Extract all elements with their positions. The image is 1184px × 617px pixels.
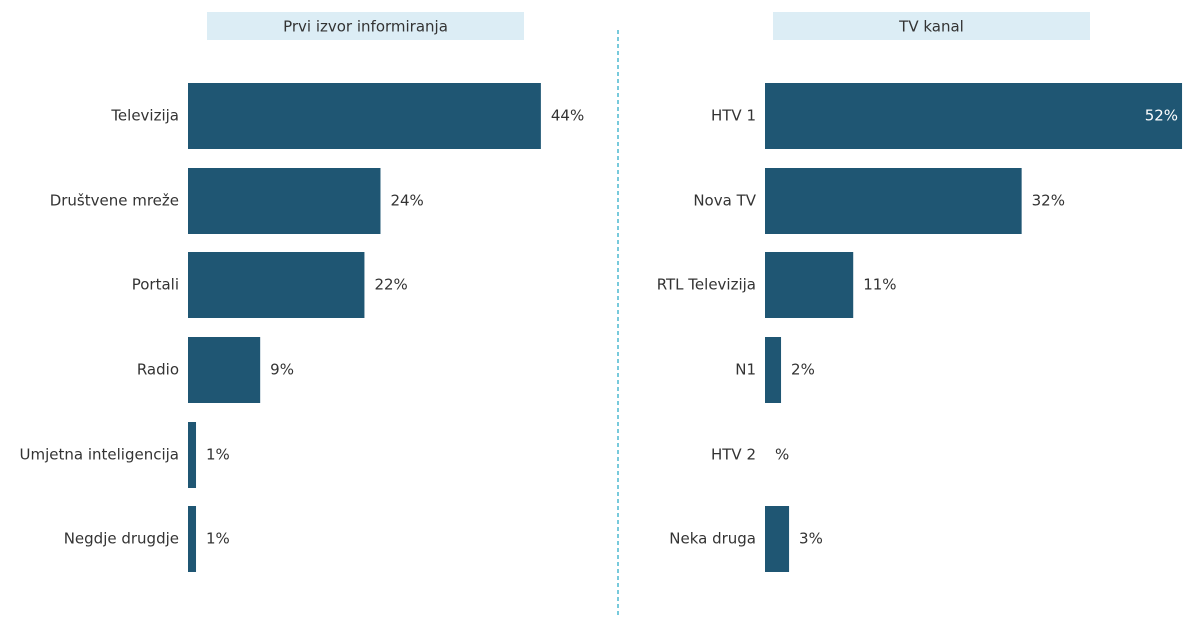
value-label: 32% — [1032, 192, 1065, 210]
category-label: Televizija — [110, 107, 179, 125]
bar — [188, 506, 197, 572]
value-label: 22% — [374, 276, 407, 294]
bar — [188, 83, 541, 149]
chart-title: TV kanal — [898, 18, 964, 36]
value-label: 3% — [799, 530, 823, 548]
value-label: 11% — [863, 276, 896, 294]
category-label: Umjetna inteligencija — [20, 446, 180, 464]
category-label: HTV 1 — [711, 107, 756, 125]
value-label: 44% — [551, 107, 584, 125]
value-label: 2% — [791, 361, 815, 379]
category-label: Radio — [137, 361, 179, 379]
category-label: Društvene mreže — [50, 192, 179, 210]
value-label: % — [775, 446, 789, 464]
bar — [765, 83, 1183, 149]
category-label: Negdje drugdje — [64, 530, 179, 548]
category-label: Nova TV — [693, 192, 756, 210]
category-label: Neka druga — [669, 530, 756, 548]
bar — [188, 337, 261, 403]
title-box — [773, 12, 1090, 40]
bar — [188, 422, 197, 488]
title-box — [207, 12, 524, 40]
bar — [765, 506, 790, 572]
bar — [188, 168, 381, 234]
value-label: 1% — [206, 530, 230, 548]
category-label: RTL Televizija — [657, 276, 756, 294]
bar — [188, 252, 365, 318]
value-label: 52% — [1145, 107, 1178, 125]
value-label: 24% — [390, 192, 423, 210]
value-label: 1% — [206, 446, 230, 464]
category-label: N1 — [735, 361, 756, 379]
value-label: 9% — [270, 361, 294, 379]
chart-title: Prvi izvor informiranja — [283, 18, 448, 36]
bar — [765, 168, 1022, 234]
category-label: HTV 2 — [711, 446, 756, 464]
bar — [765, 337, 782, 403]
category-label: Portali — [132, 276, 179, 294]
bar — [765, 252, 854, 318]
